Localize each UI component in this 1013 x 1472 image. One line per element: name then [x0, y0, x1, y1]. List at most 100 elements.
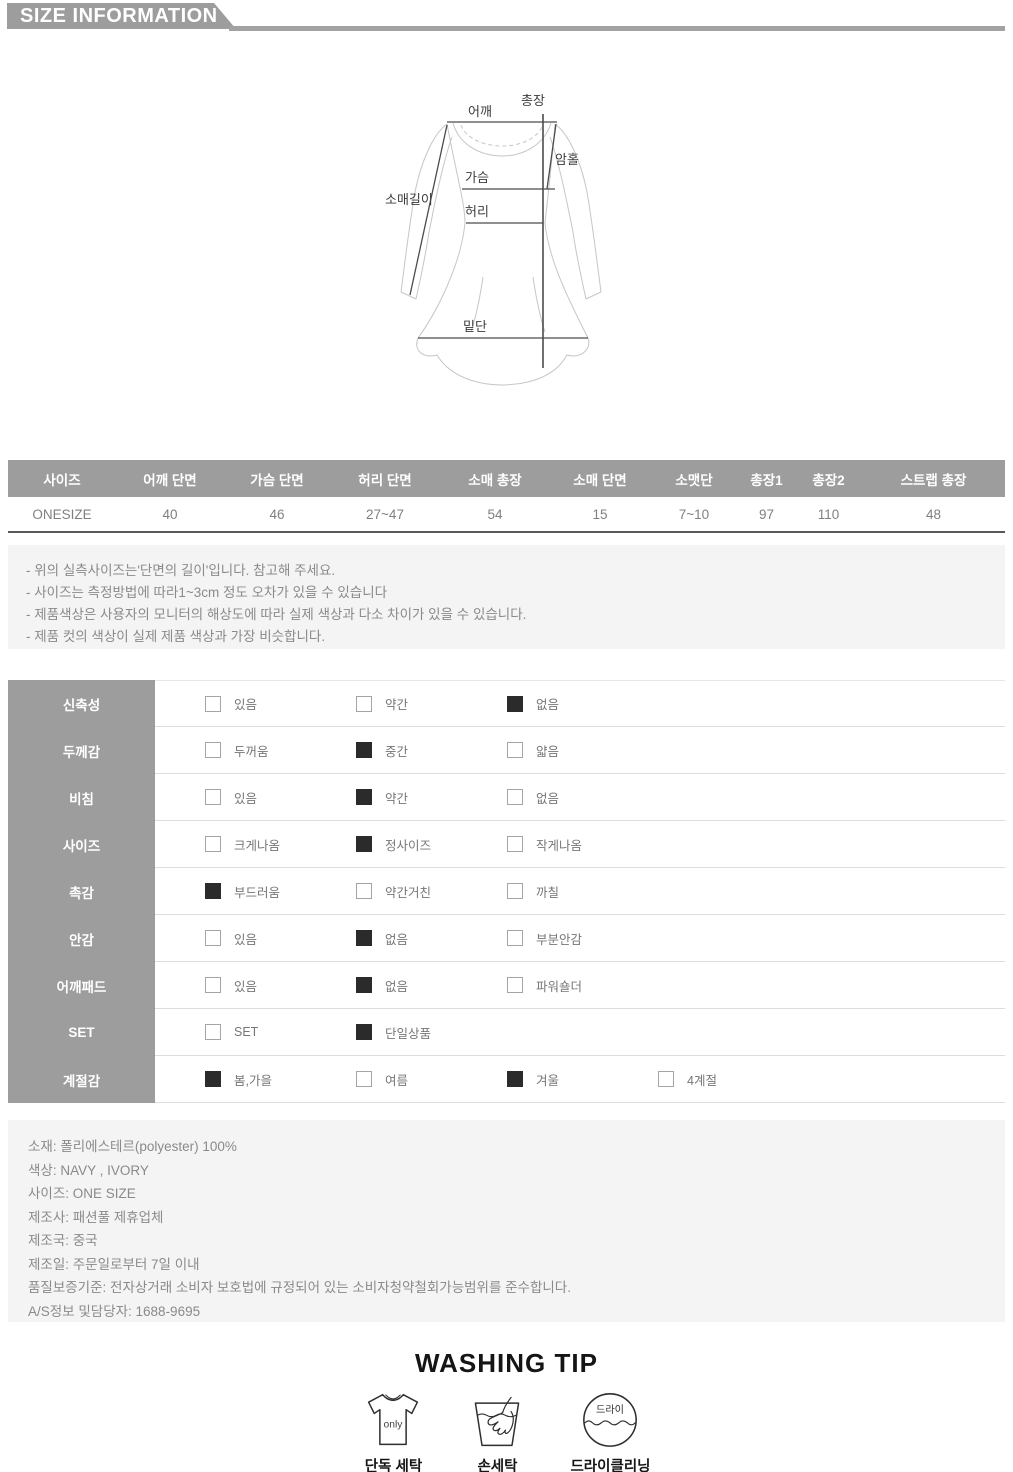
- option-label: 없음: [536, 791, 560, 806]
- option-label: 겨울: [536, 1073, 560, 1088]
- feature-option: 있음: [205, 788, 356, 807]
- size-table-header: 스트랩 총장: [862, 460, 1005, 497]
- option-label: 까칠: [536, 885, 560, 900]
- feature-option: 있음: [205, 929, 356, 948]
- dryclean-icon: 드라이: [583, 1393, 638, 1447]
- feature-option: 두꺼움: [205, 741, 356, 760]
- size-value: 40: [116, 497, 224, 533]
- handwash-icon: [475, 1396, 520, 1447]
- checkbox-icon: [205, 883, 221, 899]
- option-label: 약간: [385, 791, 409, 806]
- option-label: 두꺼움: [234, 744, 269, 759]
- option-label: 있음: [234, 791, 258, 806]
- washing-tip-section: WASHING TIP only 단독 세탁: [0, 1348, 1013, 1472]
- checkbox-icon: [356, 742, 372, 758]
- size-table-header-row: 사이즈 어깨 단면 가슴 단면 허리 단면 소매 총장 소매 단면 소맷단 총장…: [8, 460, 1005, 497]
- option-label: 부드러움: [234, 885, 281, 900]
- feature-option: 약간거친: [356, 882, 507, 901]
- washing-item-label: 드라이클리닝: [570, 1459, 651, 1472]
- feature-row-label: 두께감: [8, 727, 155, 774]
- option-label: SET: [234, 1025, 259, 1039]
- option-label: 파워숄더: [536, 979, 583, 994]
- washing-item-dry-cleaning: 드라이 드라이클리닝: [570, 1388, 651, 1472]
- feature-option: 크게나옴: [205, 835, 356, 854]
- washing-item-label: 손세탁: [477, 1459, 518, 1472]
- size-table-data-row: ONESIZE 40 46 27~47 54 15 7~10 97 110 48: [8, 497, 1005, 533]
- feature-option: 약간: [356, 788, 507, 807]
- checkbox-icon: [356, 1071, 372, 1087]
- size-value: ONESIZE: [8, 497, 116, 533]
- checkbox-icon: [507, 695, 523, 712]
- feature-option: 여름: [356, 1070, 507, 1089]
- feature-row-label: 계절감: [8, 1056, 155, 1103]
- option-label: 크게나옴: [234, 838, 281, 853]
- feature-option: 없음: [356, 929, 507, 948]
- size-table-header: 가슴 단면: [224, 460, 330, 497]
- checkbox-icon: [205, 1024, 221, 1040]
- feature-option: 작게나옴: [507, 835, 658, 854]
- feature-table: 신축성 있음 약간 없음 두께감 두꺼움 중간 얇음 비침 있음 약간 없음: [8, 680, 1005, 1103]
- info-warranty: 품질보증기준: 전자상거래 소비자 보호법에 규정되어 있는 소비자청약철회가능…: [28, 1280, 571, 1295]
- label-hem: 밑단: [463, 319, 487, 334]
- size-table-header: 허리 단면: [330, 460, 440, 497]
- feature-row-fit: 사이즈 크게나옴 정사이즈 작게나옴: [8, 821, 1005, 868]
- feature-option: 있음: [205, 976, 356, 995]
- feature-option: 없음: [507, 694, 658, 713]
- tshirt-only-icon: only: [368, 1393, 419, 1446]
- feature-option: 까칠: [507, 882, 658, 901]
- size-table-header: 총장2: [795, 460, 862, 497]
- feature-option: 파워숄더: [507, 976, 658, 995]
- option-label: 단일상품: [385, 1026, 432, 1041]
- checkbox-icon: [507, 977, 523, 993]
- label-armhole: 암홀: [555, 152, 579, 167]
- note-line: - 위의 실측사이즈는'단면의 길이'입니다. 참고해 주세요.: [26, 563, 336, 578]
- size-table-header: 소매 단면: [550, 460, 650, 497]
- feature-option: 부분안감: [507, 929, 658, 948]
- feature-option: 4계절: [658, 1070, 809, 1089]
- feature-option: 없음: [356, 976, 507, 995]
- size-table-header: 총장1: [738, 460, 795, 497]
- info-material: 소재: 폴리에스테르(polyester) 100%: [28, 1139, 237, 1154]
- checkbox-icon: [658, 1071, 674, 1087]
- label-chest: 가슴: [465, 170, 489, 185]
- checkbox-icon: [356, 789, 372, 805]
- washing-item-separate-wash: only 단독 세탁: [362, 1390, 424, 1472]
- feature-row-elasticity: 신축성 있음 약간 없음: [8, 680, 1005, 727]
- info-production-date: 제조일: 주문일로부터 7일 이내: [28, 1256, 200, 1272]
- option-label: 약간거친: [385, 885, 432, 900]
- feature-option: 있음: [205, 694, 356, 713]
- size-value: 15: [550, 497, 650, 533]
- header-accent-strip: [229, 26, 1005, 31]
- option-label: 약간: [385, 698, 409, 712]
- feature-row-sheerness: 비침 있음 약간 없음: [8, 774, 1005, 821]
- option-label: 4계절: [687, 1073, 717, 1088]
- washing-item-hand-wash: 손세탁: [466, 1390, 528, 1472]
- svg-text:드라이: 드라이: [596, 1404, 624, 1416]
- checkbox-icon: [205, 1071, 221, 1087]
- feature-option: 봄,가을: [205, 1070, 356, 1089]
- size-table-header: 어깨 단면: [116, 460, 224, 497]
- feature-row-set: SET SET 단일상품: [8, 1009, 1005, 1056]
- info-color: 색상: NAVY , IVORY: [28, 1162, 149, 1178]
- info-as-contact: A/S정보 및담당자: 1688-9695: [28, 1303, 201, 1319]
- feature-row-label: SET: [8, 1009, 155, 1056]
- dress-measurement-diagram: 어깨 총장 암홀 가슴 허리 소매길이 밑단: [385, 92, 635, 414]
- section-header: SIZE INFORMATION: [7, 3, 236, 29]
- checkbox-icon: [205, 789, 221, 805]
- option-label: 얇음: [536, 744, 560, 759]
- feature-row-shoulder-pad: 어깨패드 있음 없음 파워숄더: [8, 962, 1005, 1009]
- feature-row-texture: 촉감 부드러움 약간거친 까칠: [8, 868, 1005, 915]
- label-waist: 허리: [465, 204, 489, 219]
- option-label: 여름: [385, 1073, 409, 1088]
- option-label: 있음: [234, 979, 258, 994]
- size-table-header: 사이즈: [8, 460, 116, 497]
- size-value: 46: [224, 497, 330, 533]
- feature-option: 얇음: [507, 741, 658, 760]
- note-line: - 제품 컷의 색상이 실제 제품 색상과 가장 비슷합니다.: [26, 629, 326, 644]
- checkbox-icon: [356, 883, 372, 899]
- feature-row-label: 안감: [8, 915, 155, 962]
- feature-option: 단일상품: [356, 1023, 507, 1042]
- label-shoulder: 어깨: [468, 104, 492, 119]
- checkbox-icon: [356, 836, 372, 852]
- option-label: 부분안감: [536, 932, 583, 947]
